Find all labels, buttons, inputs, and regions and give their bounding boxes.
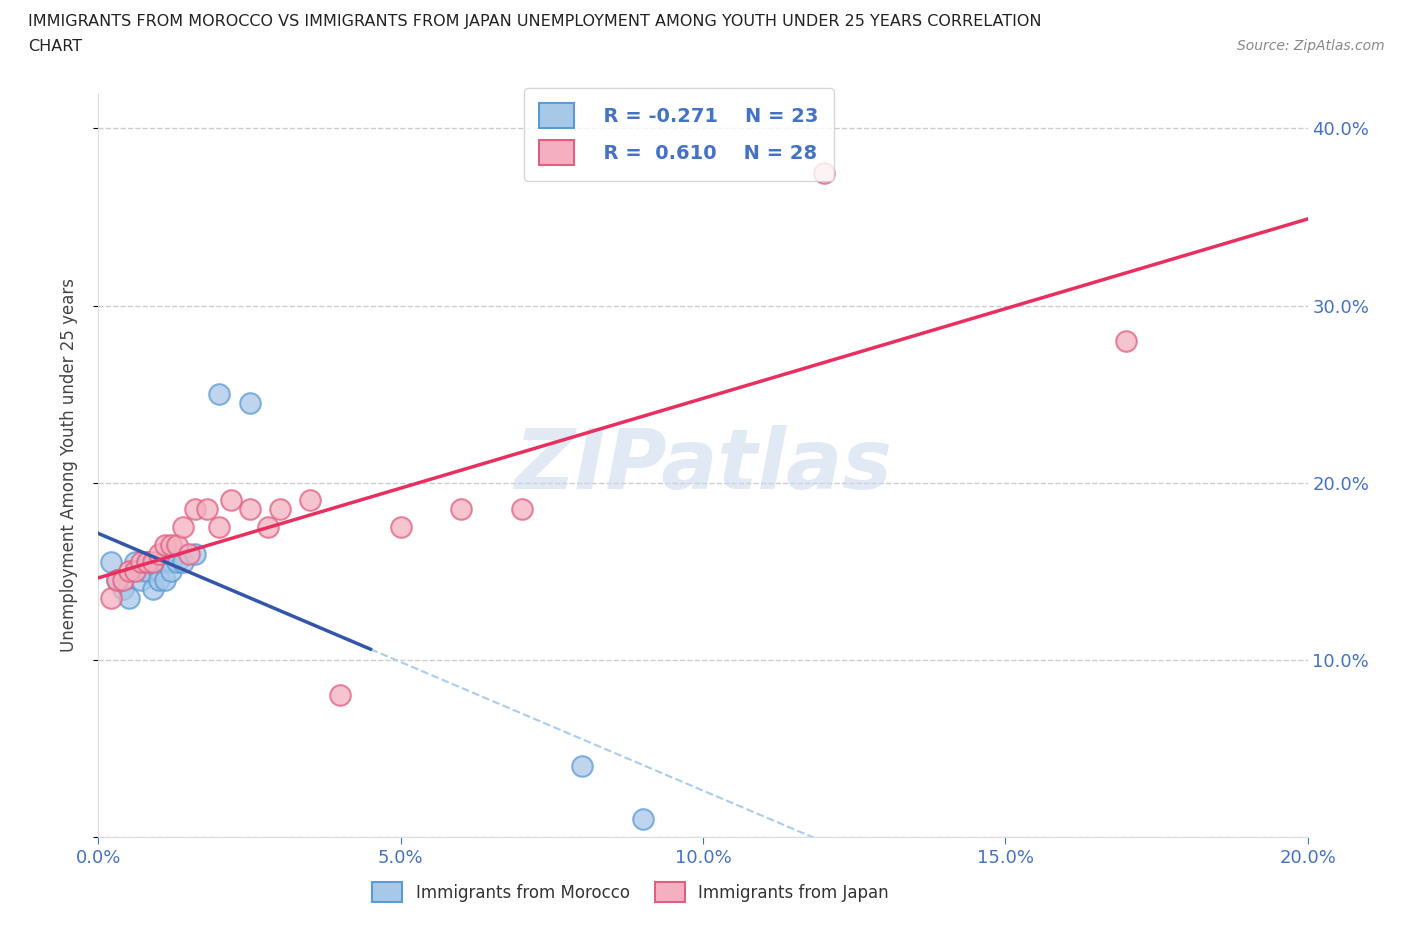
Point	[148, 546, 170, 561]
Point	[208, 520, 231, 535]
Point	[179, 546, 201, 561]
Point	[510, 502, 533, 517]
Point	[1115, 334, 1137, 349]
Text: CHART: CHART	[28, 39, 82, 54]
Point	[631, 812, 654, 827]
Point	[269, 502, 291, 517]
Point	[389, 520, 412, 535]
Text: ZIPatlas: ZIPatlas	[515, 424, 891, 506]
Point	[105, 573, 128, 588]
Point	[221, 493, 243, 508]
Point	[160, 555, 183, 570]
Point	[124, 555, 146, 570]
Point	[124, 564, 146, 578]
Point	[329, 688, 352, 703]
Point	[239, 502, 262, 517]
Point	[148, 573, 170, 588]
Text: IMMIGRANTS FROM MOROCCO VS IMMIGRANTS FROM JAPAN UNEMPLOYMENT AMONG YOUTH UNDER : IMMIGRANTS FROM MOROCCO VS IMMIGRANTS FR…	[28, 14, 1042, 29]
Point	[129, 564, 152, 578]
Point	[135, 564, 157, 578]
Point	[160, 564, 183, 578]
Point	[100, 591, 122, 605]
Point	[105, 573, 128, 588]
Point	[118, 564, 141, 578]
Point	[142, 581, 165, 596]
Point	[172, 555, 194, 570]
Point	[184, 546, 207, 561]
Point	[571, 759, 593, 774]
Point	[153, 555, 176, 570]
Point	[195, 502, 218, 517]
Point	[148, 564, 170, 578]
Point	[129, 573, 152, 588]
Point	[118, 591, 141, 605]
Point	[142, 555, 165, 570]
Y-axis label: Unemployment Among Youth under 25 years: Unemployment Among Youth under 25 years	[59, 278, 77, 652]
Point	[813, 166, 835, 180]
Point	[239, 395, 262, 410]
Point	[100, 555, 122, 570]
Point	[166, 555, 188, 570]
Point	[256, 520, 278, 535]
Point	[184, 502, 207, 517]
Point	[160, 538, 183, 552]
Point	[450, 502, 472, 517]
Point	[111, 581, 134, 596]
Point	[166, 538, 188, 552]
Point	[208, 387, 231, 402]
Point	[153, 538, 176, 552]
Point	[135, 555, 157, 570]
Point	[153, 573, 176, 588]
Point	[299, 493, 322, 508]
Point	[135, 555, 157, 570]
Point	[129, 555, 152, 570]
Legend: Immigrants from Morocco, Immigrants from Japan: Immigrants from Morocco, Immigrants from…	[364, 873, 897, 910]
Text: Source: ZipAtlas.com: Source: ZipAtlas.com	[1237, 39, 1385, 53]
Point	[172, 520, 194, 535]
Point	[111, 573, 134, 588]
